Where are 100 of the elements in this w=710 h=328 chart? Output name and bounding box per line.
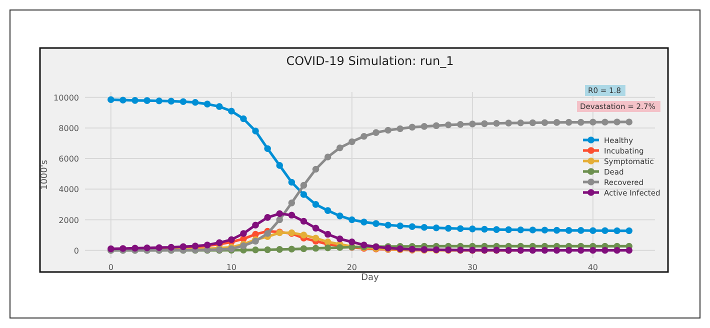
point (481, 226, 488, 233)
point (565, 227, 572, 234)
point (614, 246, 620, 254)
point (168, 98, 175, 105)
point (312, 234, 320, 242)
point (444, 121, 452, 128)
point (432, 224, 440, 232)
point (264, 145, 271, 152)
point (493, 120, 500, 127)
x-axis-title: Day (361, 273, 380, 283)
x-tick-label: 40 (588, 263, 598, 272)
point (541, 226, 548, 234)
point (396, 222, 404, 230)
point (300, 191, 308, 198)
y-tick-label: 10000 (54, 93, 79, 102)
point (420, 123, 428, 130)
point (529, 246, 536, 254)
point (456, 121, 464, 128)
y-tick-label: 0 (74, 246, 79, 256)
y-tick-label: 2000 (58, 216, 79, 225)
y-tick-label: 4000 (58, 185, 79, 194)
point (120, 96, 126, 104)
point (408, 223, 416, 230)
point (541, 246, 548, 254)
point (252, 222, 259, 229)
point (108, 96, 114, 104)
x-tick-label: 10 (226, 263, 237, 272)
point (240, 230, 247, 237)
y-tick-label: 8000 (58, 124, 79, 133)
point (396, 125, 404, 132)
point (276, 246, 284, 253)
point (565, 118, 572, 126)
point (469, 226, 476, 232)
point (360, 132, 368, 140)
point (481, 120, 488, 128)
point (288, 178, 296, 186)
point (192, 99, 199, 106)
point (420, 224, 428, 231)
x-tick-label: 20 (346, 263, 358, 272)
point (541, 119, 548, 126)
point (264, 230, 271, 237)
point (614, 227, 620, 234)
point (590, 227, 596, 234)
point (204, 100, 211, 108)
point (384, 126, 392, 134)
point (312, 224, 320, 232)
point (614, 118, 620, 126)
point (553, 119, 560, 126)
point (156, 97, 163, 104)
point (626, 118, 632, 126)
point (505, 226, 512, 234)
point (264, 246, 271, 254)
point (288, 246, 296, 253)
point (228, 108, 235, 115)
point (336, 235, 344, 242)
point (300, 245, 308, 252)
y-axis-title: 1000's (40, 160, 50, 190)
point (324, 154, 332, 160)
x-tick-label: 30 (467, 263, 478, 272)
point (444, 224, 452, 232)
point (590, 246, 596, 254)
point (276, 216, 284, 224)
point (372, 129, 380, 136)
point (348, 238, 356, 246)
point (228, 236, 235, 244)
point (456, 225, 464, 232)
point (626, 246, 632, 254)
point (300, 218, 308, 225)
x-tick-label: 0 (108, 263, 114, 272)
point (602, 246, 608, 254)
point (529, 119, 536, 126)
point (336, 212, 344, 220)
point (408, 124, 416, 131)
point (529, 226, 536, 234)
point (240, 115, 247, 122)
point (144, 244, 150, 252)
point (324, 244, 332, 252)
chart-title: COVID-19 Simulation: run_1 (286, 54, 454, 68)
point (324, 230, 332, 238)
point (132, 97, 138, 104)
point (252, 246, 259, 254)
point (216, 103, 223, 110)
point (493, 226, 500, 233)
point (553, 246, 560, 254)
point (517, 120, 524, 126)
point (517, 226, 524, 234)
point (372, 220, 380, 227)
point (276, 162, 284, 169)
point (252, 128, 259, 134)
point (276, 210, 284, 218)
point (300, 232, 308, 238)
point (577, 227, 584, 234)
point (348, 216, 356, 224)
point (626, 227, 632, 234)
y-tick-label: 6000 (58, 154, 79, 164)
point (336, 144, 344, 152)
point (565, 246, 572, 254)
point (577, 118, 584, 126)
point (384, 222, 392, 229)
point (602, 227, 608, 234)
